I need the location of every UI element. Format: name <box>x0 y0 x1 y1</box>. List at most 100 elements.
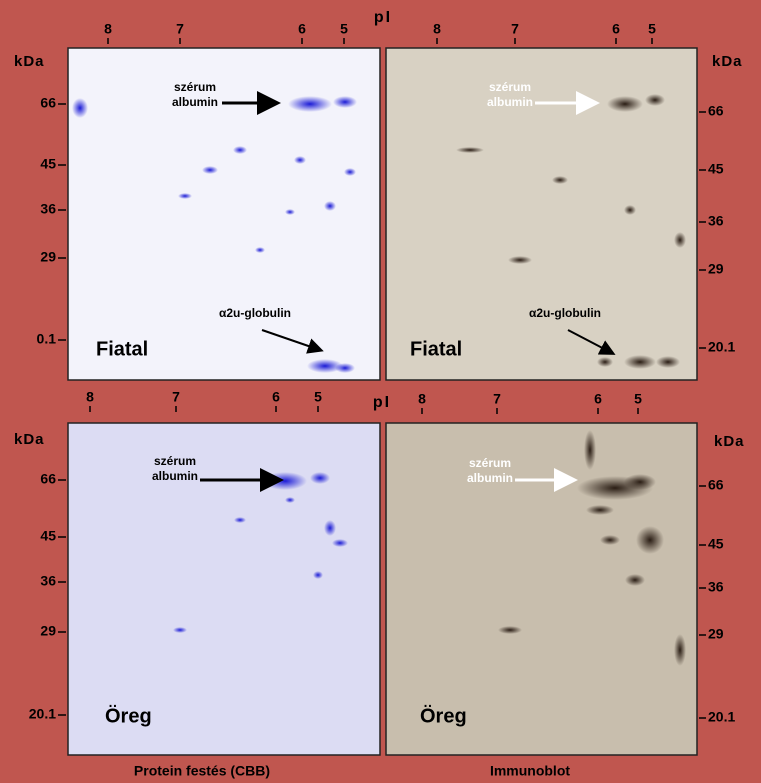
caption: Protein festés (CBB) <box>134 763 270 779</box>
gel-spot <box>324 201 336 211</box>
albumin-label: albumin <box>487 95 533 109</box>
kda-tick-label: 45 <box>708 536 724 552</box>
pi-tick-label: 5 <box>340 21 348 37</box>
gel-spot <box>255 247 265 253</box>
gel-spot <box>552 176 568 184</box>
gel-spot <box>335 363 355 373</box>
kda-tick-label: 36 <box>708 213 724 229</box>
pi-tick-label: 8 <box>86 389 94 405</box>
gel-spot <box>173 627 187 633</box>
gel-spot <box>674 634 686 666</box>
pi-tick-label: 7 <box>493 391 501 407</box>
kda-tick-label: 66 <box>708 103 724 119</box>
kda-axis-title: kDa <box>14 53 45 70</box>
gel-spot <box>288 96 332 112</box>
gel-spot <box>234 517 246 523</box>
gel-spot <box>285 497 295 503</box>
kda-tick-label: 29 <box>708 626 724 642</box>
age-label: Öreg <box>420 704 467 727</box>
kda-tick-label: 20.1 <box>708 709 735 725</box>
pi-tick-label: 7 <box>176 21 184 37</box>
kda-tick-label: 29 <box>40 249 56 265</box>
caption: Immunoblot <box>490 763 570 779</box>
kda-tick-label: 0.1 <box>37 331 57 347</box>
kda-axis-title: kDa <box>14 431 45 448</box>
gel-spot <box>508 256 532 264</box>
gel-spot <box>344 168 356 176</box>
gel-spot <box>624 205 636 215</box>
gel-spot <box>625 574 645 586</box>
kda-tick-label: 29 <box>708 261 724 277</box>
pi-axis-title: pI <box>373 394 391 411</box>
gel-spot <box>178 193 192 199</box>
gel-spot <box>233 146 247 154</box>
gel-spot <box>624 355 656 369</box>
kda-tick-label: 20.1 <box>708 339 735 355</box>
albumin-label: szérum <box>469 456 511 470</box>
kda-tick-label: 36 <box>40 201 56 217</box>
albumin-label: szérum <box>489 80 531 94</box>
kda-tick-label: 36 <box>708 579 724 595</box>
pi-tick-label: 6 <box>612 21 620 37</box>
pi-tick-label: 8 <box>104 21 112 37</box>
pi-tick-label: 5 <box>648 21 656 37</box>
albumin-label: albumin <box>172 95 218 109</box>
gel-spot <box>324 520 336 536</box>
kda-axis-title: kDa <box>714 433 745 450</box>
kda-tick-label: 20.1 <box>29 706 56 722</box>
albumin-label: szérum <box>174 80 216 94</box>
kda-tick-label: 45 <box>40 156 56 172</box>
gel-spot <box>72 98 88 118</box>
gel-spot <box>607 96 643 112</box>
pi-tick-label: 6 <box>272 389 280 405</box>
gel-spot <box>332 539 348 547</box>
pi-tick-label: 6 <box>298 21 306 37</box>
gel-spot <box>498 626 522 634</box>
albumin-label: szérum <box>154 454 196 468</box>
kda-tick-label: 66 <box>40 95 56 111</box>
gel-spot <box>636 526 664 554</box>
gel-spot <box>307 359 343 373</box>
pi-tick-label: 5 <box>634 391 642 407</box>
kda-axis-title: kDa <box>712 53 743 70</box>
pi-tick-label: 7 <box>172 389 180 405</box>
kda-tick-label: 66 <box>40 471 56 487</box>
gel-image <box>67 47 381 381</box>
arrow <box>261 329 324 354</box>
pi-tick-label: 6 <box>594 391 602 407</box>
pi-axis-title: pI <box>374 9 392 26</box>
gel-spot <box>656 356 680 368</box>
age-label: Fiatal <box>410 338 462 360</box>
arrow <box>567 329 616 355</box>
gel-spot <box>645 94 665 106</box>
pi-tick-label: 8 <box>418 391 426 407</box>
age-label: Öreg <box>105 704 152 727</box>
gel-spot <box>285 209 295 215</box>
kda-tick-label: 36 <box>40 573 56 589</box>
globulin-label: α2u-globulin <box>219 306 291 320</box>
pi-tick-label: 8 <box>433 21 441 37</box>
gel-spot <box>584 430 596 470</box>
kda-tick-label: 66 <box>708 477 724 493</box>
kda-tick-label: 45 <box>40 528 56 544</box>
kda-tick-label: 45 <box>708 161 724 177</box>
panels: 8 7 6 5kDa664536290.1szérumalbuminα2u-globu… <box>14 21 745 756</box>
albumin-label: albumin <box>152 469 198 483</box>
kda-tick-label: 29 <box>40 623 56 639</box>
gel-spot <box>600 535 620 545</box>
gel-spot <box>586 505 614 515</box>
gel-spot <box>310 472 330 484</box>
gel-spot <box>333 96 357 108</box>
gel-spot <box>313 571 323 579</box>
globulin-label: α2u-globulin <box>529 306 601 320</box>
pi-tick-label: 5 <box>314 389 322 405</box>
age-label: Fiatal <box>96 338 148 360</box>
pi-tick-label: 7 <box>511 21 519 37</box>
gel-spot <box>624 474 656 490</box>
albumin-label: albumin <box>467 471 513 485</box>
gel-spot <box>456 147 484 153</box>
gel-spot <box>294 156 306 164</box>
gel-spot <box>674 232 686 248</box>
gel-spot <box>202 166 218 174</box>
